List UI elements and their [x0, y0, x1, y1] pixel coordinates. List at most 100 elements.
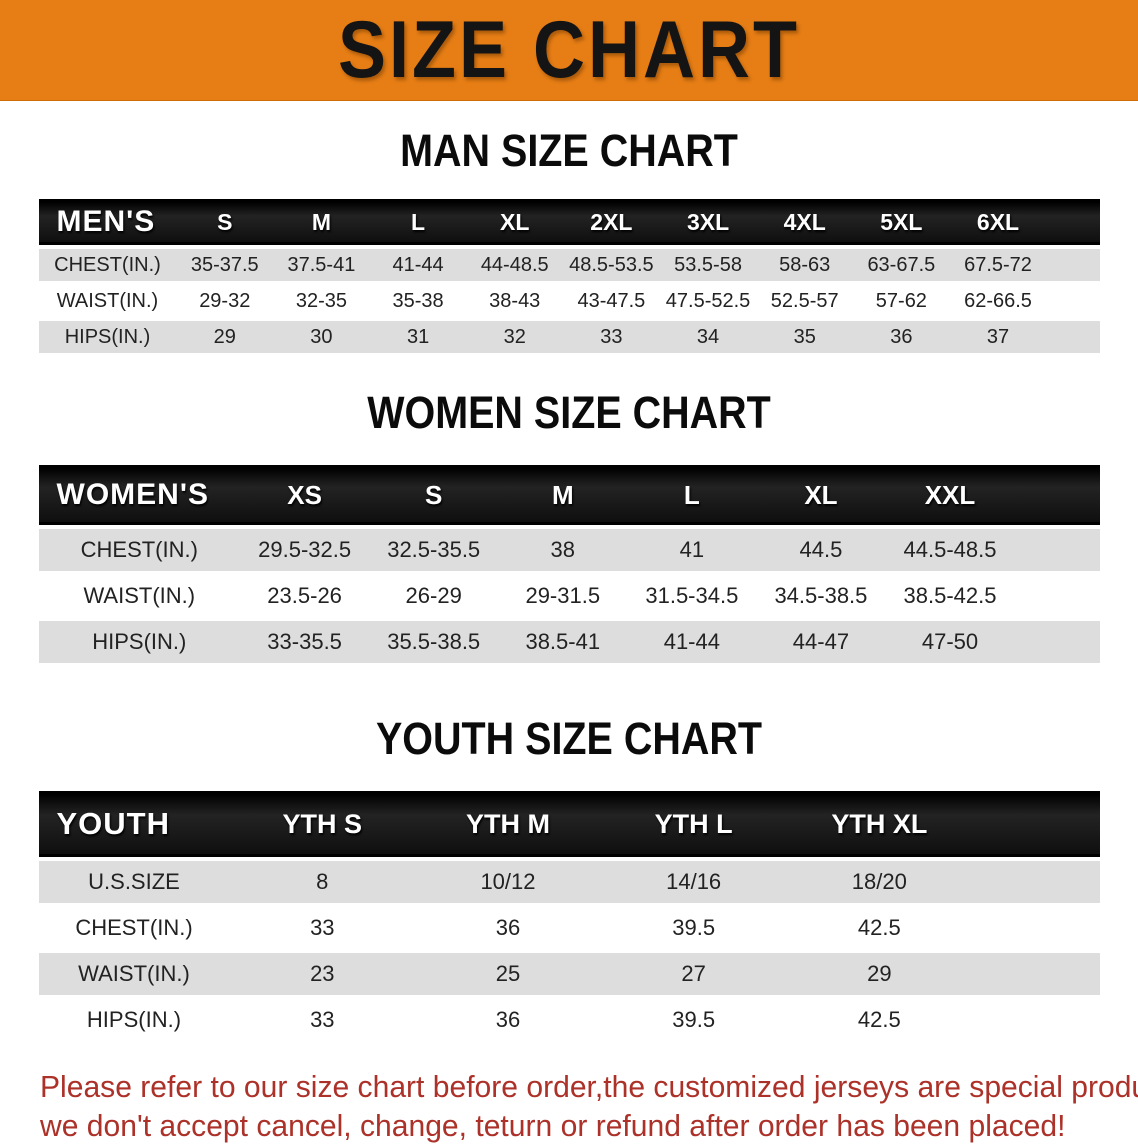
value-cell: 41 — [627, 529, 757, 571]
value-cell: 14/16 — [600, 861, 787, 903]
row-spacer-cell — [972, 999, 1100, 1041]
value-cell: 10/12 — [415, 861, 601, 903]
value-cell: 29.5-32.5 — [240, 529, 370, 571]
row-label: CHEST(IN.) — [38, 529, 241, 571]
size-header-cell: M — [273, 199, 370, 245]
value-cell: 58-63 — [756, 249, 854, 281]
section-youth: YOUTH SIZE CHART YOUTH YTH S YTH M YTH L YTH… — [0, 713, 1138, 1045]
table-row: CHEST(IN.) 35-37.5 37.5-41 41-44 44-48.5 48.5… — [38, 249, 1100, 281]
row-spacer-cell — [1046, 285, 1100, 317]
value-cell: 35-38 — [369, 285, 467, 317]
row-label: HIPS(IN.) — [38, 621, 241, 663]
value-cell: 32 — [466, 321, 564, 353]
youth-heading: YOUTH SIZE CHART — [375, 713, 763, 764]
value-cell: 47.5-52.5 — [659, 285, 757, 317]
value-cell: 48.5-53.5 — [563, 249, 660, 281]
value-cell: 29 — [176, 321, 274, 353]
row-label: U.S.SIZE — [38, 861, 230, 903]
header-spacer-cell — [1014, 465, 1100, 525]
table-row: WAIST(IN.) 23.5-26 26-29 29-31.5 31.5-34.5 34… — [38, 575, 1100, 617]
section-men: MAN SIZE CHART MEN'S S M L XL 2XL 3XL 4XL 5XL 6XL… — [0, 125, 1138, 357]
value-cell: 44-48.5 — [466, 249, 564, 281]
value-cell: 38.5-42.5 — [885, 575, 1015, 617]
value-cell: 36 — [415, 907, 601, 949]
value-cell: 18/20 — [786, 861, 973, 903]
size-table: MEN'S S M L XL 2XL 3XL 4XL 5XL 6XL CHEST(IN.) 35-37… — [38, 195, 1100, 357]
table-row: CHEST(IN.) 33 36 39.5 42.5 — [38, 907, 1100, 949]
table-header-label: WOMEN'S — [38, 465, 241, 525]
row-label: WAIST(IN.) — [38, 953, 230, 995]
header-spacer-cell — [972, 791, 1100, 857]
men-size-table: MEN'S S M L XL 2XL 3XL 4XL 5XL 6XL CHEST(IN.) 35-37… — [38, 195, 1100, 357]
footer-disclaimer: Please refer to our size chart before or… — [40, 1067, 1138, 1145]
table-header-label: MEN'S — [38, 199, 177, 245]
table-header-row: WOMEN'S XS S M L XL XXL — [38, 465, 1100, 525]
table-row: WAIST(IN.) 29-32 32-35 35-38 38-43 43-47.5 47.… — [38, 285, 1100, 317]
value-cell: 8 — [229, 861, 416, 903]
value-cell: 30 — [273, 321, 370, 353]
value-cell: 33-35.5 — [240, 621, 370, 663]
size-header-cell: 6XL — [949, 199, 1047, 245]
value-cell: 35-37.5 — [176, 249, 274, 281]
table-row: WAIST(IN.) 23 25 27 29 — [38, 953, 1100, 995]
value-cell: 38-43 — [466, 285, 564, 317]
table-header-row: YOUTH YTH S YTH M YTH L YTH XL — [38, 791, 1100, 857]
size-header-cell: XS — [240, 465, 370, 525]
value-cell: 23.5-26 — [240, 575, 370, 617]
size-header-cell: S — [369, 465, 499, 525]
value-cell: 39.5 — [600, 999, 787, 1041]
size-header-cell: XXL — [885, 465, 1015, 525]
section-women: WOMEN SIZE CHART WOMEN'S XS S M L XL XXL CHEST(… — [0, 387, 1138, 667]
size-header-cell: 4XL — [756, 199, 854, 245]
value-cell: 36 — [853, 321, 950, 353]
size-header-cell: 5XL — [853, 199, 950, 245]
value-cell: 43-47.5 — [563, 285, 660, 317]
value-cell: 31.5-34.5 — [627, 575, 757, 617]
men-heading: MAN SIZE CHART — [400, 125, 738, 176]
size-header-cell: YTH XL — [786, 791, 973, 857]
value-cell: 39.5 — [600, 907, 787, 949]
value-cell: 34 — [659, 321, 757, 353]
table-row: HIPS(IN.) 33 36 39.5 42.5 — [38, 999, 1100, 1041]
size-header-cell: YTH M — [415, 791, 601, 857]
row-spacer-cell — [1014, 575, 1100, 617]
row-spacer-cell — [1014, 529, 1100, 571]
table-row: HIPS(IN.) 33-35.5 35.5-38.5 38.5-41 41-44 44-… — [38, 621, 1100, 663]
value-cell: 26-29 — [369, 575, 499, 617]
value-cell: 37.5-41 — [273, 249, 370, 281]
table-row: HIPS(IN.) 29 30 31 32 33 34 35 36 37 — [38, 321, 1100, 353]
row-spacer-cell — [972, 953, 1100, 995]
value-cell: 63-67.5 — [853, 249, 950, 281]
value-cell: 47-50 — [885, 621, 1015, 663]
row-label: WAIST(IN.) — [38, 575, 241, 617]
value-cell: 34.5-38.5 — [756, 575, 886, 617]
table-header-row: MEN'S S M L XL 2XL 3XL 4XL 5XL 6XL — [38, 199, 1100, 245]
value-cell: 35 — [756, 321, 854, 353]
youth-size-table: YOUTH YTH S YTH M YTH L YTH XL U.S.SIZE 8 10/12… — [38, 787, 1100, 1045]
footer-line-2: we don't accept cancel, change, teturn o… — [40, 1108, 1066, 1143]
value-cell: 44-47 — [756, 621, 886, 663]
value-cell: 32-35 — [273, 285, 370, 317]
size-header-cell: 2XL — [563, 199, 660, 245]
row-spacer-cell — [972, 861, 1100, 903]
size-header-cell: L — [627, 465, 757, 525]
size-table: WOMEN'S XS S M L XL XXL CHEST(IN.) 29.5-32.5 32.5… — [38, 461, 1100, 667]
row-label: HIPS(IN.) — [38, 321, 177, 353]
value-cell: 42.5 — [786, 907, 973, 949]
value-cell: 41-44 — [627, 621, 757, 663]
table-row: CHEST(IN.) 29.5-32.5 32.5-35.5 38 41 44.5 44.5… — [38, 529, 1100, 571]
size-header-cell: XL — [756, 465, 886, 525]
value-cell: 57-62 — [853, 285, 950, 317]
value-cell: 23 — [229, 953, 416, 995]
banner-title: SIZE CHART — [338, 5, 800, 95]
size-header-cell: YTH L — [600, 791, 787, 857]
banner: SIZE CHART — [0, 0, 1138, 101]
value-cell: 52.5-57 — [756, 285, 854, 317]
value-cell: 42.5 — [786, 999, 973, 1041]
table-row: U.S.SIZE 8 10/12 14/16 18/20 — [38, 861, 1100, 903]
table-header-label: YOUTH — [38, 791, 230, 857]
size-header-cell: XL — [466, 199, 564, 245]
row-label: WAIST(IN.) — [38, 285, 177, 317]
size-header-cell: S — [176, 199, 274, 245]
